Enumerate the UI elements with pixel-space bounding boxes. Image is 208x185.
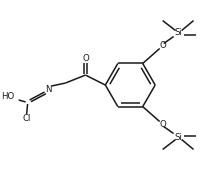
Text: HO: HO xyxy=(1,92,14,102)
Text: Cl: Cl xyxy=(22,114,31,123)
Text: N: N xyxy=(45,85,52,93)
Text: Si: Si xyxy=(175,133,183,142)
Text: O: O xyxy=(159,41,166,50)
Text: Si: Si xyxy=(175,28,183,37)
Text: O: O xyxy=(82,54,89,63)
Text: O: O xyxy=(159,120,166,129)
